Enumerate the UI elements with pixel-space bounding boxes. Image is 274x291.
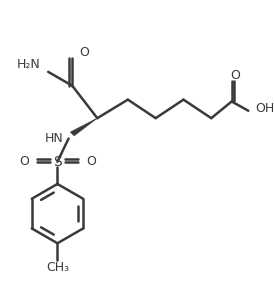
Text: OH: OH (256, 102, 274, 116)
Text: O: O (86, 155, 96, 168)
Text: O: O (230, 69, 240, 82)
Text: HN: HN (44, 132, 63, 145)
Text: H₂N: H₂N (17, 58, 41, 71)
Text: O: O (80, 46, 90, 59)
Text: O: O (19, 155, 29, 168)
Text: CH₃: CH₃ (46, 261, 69, 274)
Polygon shape (70, 118, 97, 136)
Text: S: S (53, 155, 62, 169)
